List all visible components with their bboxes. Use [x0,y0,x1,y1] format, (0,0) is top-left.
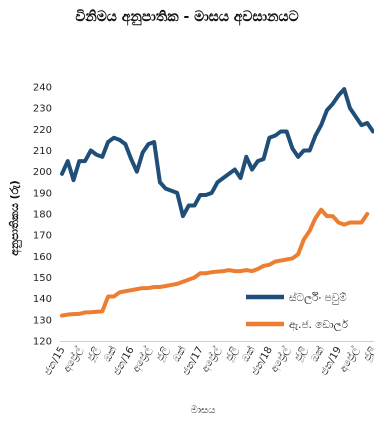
x-tick-label: ජන/15 [43,345,68,377]
y-tick-label: 180 [33,210,52,221]
y-tick-label: 220 [33,125,52,136]
x-tick-label: ජූලි [362,345,374,364]
x-tick-label: ඔක් [239,344,258,364]
chart-title: විනිමය අනුපාතික - මාසය අවසානයට [75,9,298,27]
y-tick-label: 140 [33,294,52,305]
x-axis-label: මාසය [191,405,216,416]
x-tick-label: ජූලි [224,345,241,364]
y-tick-label: 190 [33,188,52,199]
x-tick-label: ඔක් [100,344,119,364]
series-line-usd [60,207,370,318]
x-tick-label: ජූලි [154,345,171,364]
x-tick-label: ජූලි [85,345,102,364]
y-axis-label: අනුපාතිකය (රු) [8,180,22,256]
y-tick-label: 210 [33,146,52,157]
y-tick-label: 130 [33,315,52,326]
x-tick-label: ඔක් [169,344,188,364]
y-tick-label: 160 [33,252,52,263]
y-tick-label: 150 [33,273,52,284]
legend-label-gbp: ස්ටර්ලිං පවුම් [289,290,347,305]
legend-label-usd: ඇ.ජ. ඩොලර් [289,318,349,332]
y-tick-label: 200 [33,167,52,178]
legend: ස්ටර්ලිං පවුම් ඇ.ජ. ඩොලර් [246,290,349,332]
series-lines [60,87,374,318]
y-tick-label: 240 [33,83,52,94]
y-axis-ticks: 120 130 140 150 160 170 180 190 200 210 220 230 240 [33,83,52,348]
y-tick-label: 170 [33,231,52,242]
series-line-gbp [60,87,374,219]
x-tick-label: ජූලි [293,345,310,364]
y-tick-label: 230 [33,104,52,115]
x-tick-label: ඔක් [308,344,327,364]
y-tick-label: 120 [33,337,52,348]
